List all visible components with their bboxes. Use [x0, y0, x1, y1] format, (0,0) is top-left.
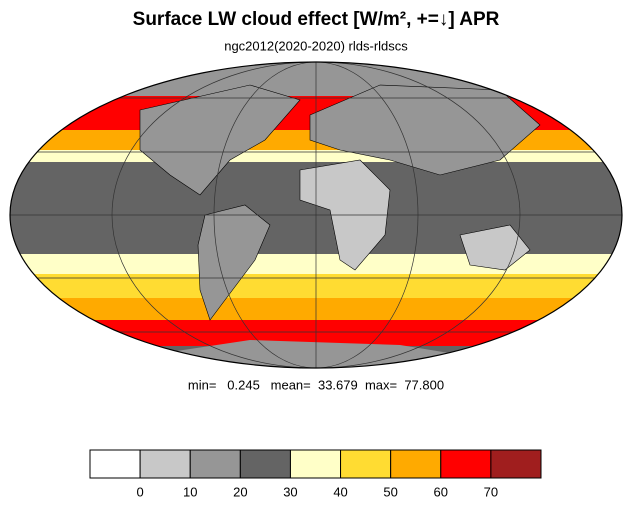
colorbar-box: [89, 449, 141, 479]
colorbar-box: [340, 449, 392, 479]
colorbar-label: 70: [484, 484, 498, 499]
colorbar-label: 60: [434, 484, 448, 499]
colorbar-label: 50: [383, 484, 397, 499]
colorbar: 0 10 20 30 40 50 60 70: [89, 449, 542, 499]
subtitle: ngc2012(2020-2020) rlds-rldscs: [224, 38, 408, 53]
title: Surface LW cloud effect [W/m², +=↓] APR: [133, 9, 500, 30]
colorbar-box: [490, 449, 542, 479]
stats: min= 0.245 mean= 33.679 max= 77.800: [188, 377, 444, 392]
colorbar-label: 20: [233, 484, 247, 499]
colorbar-box: [390, 449, 442, 479]
colorbar-box: [440, 449, 492, 479]
colorbar-box: [139, 449, 191, 479]
colorbar-box: [189, 449, 241, 479]
colorbar-box: [239, 449, 291, 479]
map-outline: [9, 61, 623, 369]
colorbar-box: [289, 449, 342, 479]
colorbar-label: 40: [333, 484, 347, 499]
colorbar-label: 0: [136, 484, 143, 499]
colorbar-label: 10: [183, 484, 197, 499]
colorbar-label: 30: [283, 484, 297, 499]
map: [10, 62, 622, 368]
